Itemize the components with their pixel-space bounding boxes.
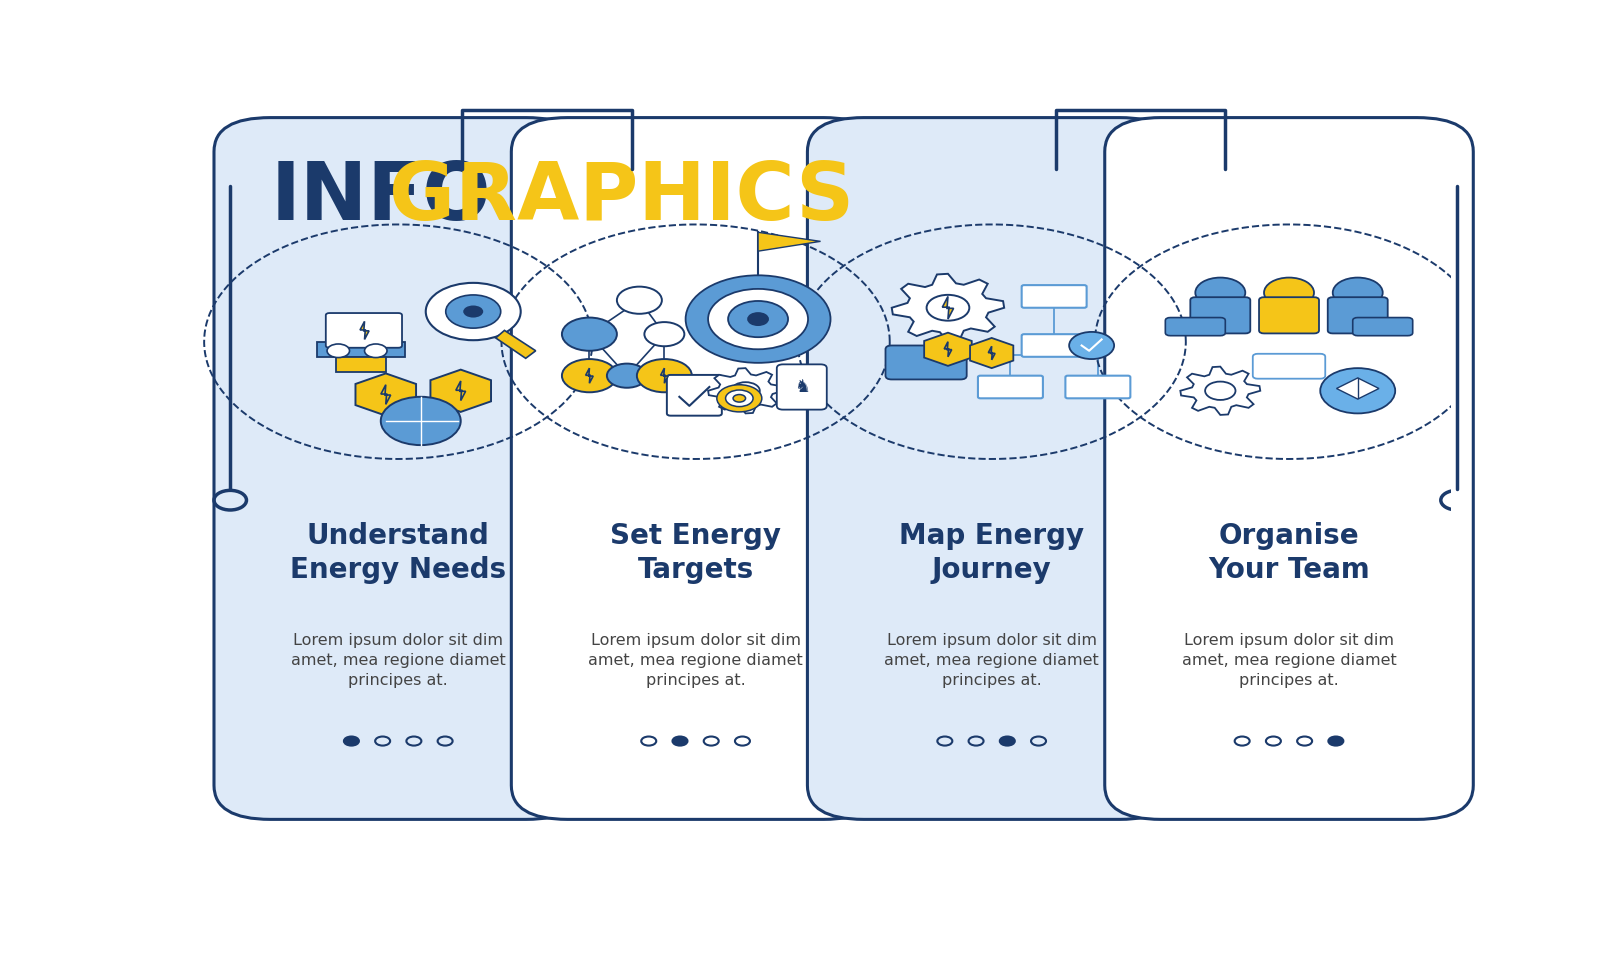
Text: Map Energy
Journey: Map Energy Journey xyxy=(899,522,1085,584)
Polygon shape xyxy=(456,381,466,401)
Text: Understand
Energy Needs: Understand Energy Needs xyxy=(290,522,506,584)
Polygon shape xyxy=(988,346,995,360)
FancyBboxPatch shape xyxy=(1352,318,1412,336)
Polygon shape xyxy=(661,368,667,383)
Circle shape xyxy=(1320,368,1396,414)
FancyBboxPatch shape xyxy=(1190,297,1251,333)
Text: Lorem ipsum dolor sit dim
amet, mea regione diamet
principes at.: Lorem ipsum dolor sit dim amet, mea regi… xyxy=(290,633,506,688)
Circle shape xyxy=(447,295,501,328)
Circle shape xyxy=(685,275,830,363)
FancyBboxPatch shape xyxy=(1104,118,1473,819)
FancyBboxPatch shape xyxy=(885,346,967,379)
FancyBboxPatch shape xyxy=(777,365,827,410)
Polygon shape xyxy=(380,385,390,405)
Polygon shape xyxy=(758,232,821,251)
Circle shape xyxy=(617,286,663,314)
Circle shape xyxy=(1333,277,1383,308)
Circle shape xyxy=(637,359,692,392)
Circle shape xyxy=(1206,381,1235,400)
Circle shape xyxy=(364,344,387,358)
Polygon shape xyxy=(943,296,954,319)
FancyBboxPatch shape xyxy=(1259,297,1319,333)
Polygon shape xyxy=(891,273,1004,342)
Circle shape xyxy=(717,385,762,412)
Circle shape xyxy=(708,289,808,349)
Polygon shape xyxy=(1180,367,1261,415)
FancyBboxPatch shape xyxy=(326,313,401,348)
Circle shape xyxy=(426,283,521,340)
FancyBboxPatch shape xyxy=(978,375,1043,398)
Polygon shape xyxy=(356,373,416,416)
Text: Organise
Your Team: Organise Your Team xyxy=(1207,522,1370,584)
FancyBboxPatch shape xyxy=(214,118,582,819)
Polygon shape xyxy=(318,342,405,357)
Text: INFO: INFO xyxy=(271,159,490,237)
Circle shape xyxy=(927,295,969,320)
Circle shape xyxy=(999,737,1016,746)
Polygon shape xyxy=(430,369,492,412)
FancyBboxPatch shape xyxy=(511,118,880,819)
Polygon shape xyxy=(945,342,951,357)
Circle shape xyxy=(563,318,617,351)
FancyBboxPatch shape xyxy=(808,118,1175,819)
FancyBboxPatch shape xyxy=(1253,354,1325,378)
Circle shape xyxy=(606,364,646,388)
Polygon shape xyxy=(496,330,535,359)
FancyBboxPatch shape xyxy=(1022,285,1086,308)
Circle shape xyxy=(733,395,746,402)
Polygon shape xyxy=(708,368,783,414)
Circle shape xyxy=(672,737,687,746)
Circle shape xyxy=(645,322,685,346)
FancyBboxPatch shape xyxy=(1328,297,1388,333)
Polygon shape xyxy=(359,321,369,339)
Circle shape xyxy=(380,397,461,445)
Text: Set Energy
Targets: Set Energy Targets xyxy=(609,522,782,584)
Polygon shape xyxy=(335,357,385,371)
Text: Lorem ipsum dolor sit dim
amet, mea regione diamet
principes at.: Lorem ipsum dolor sit dim amet, mea regi… xyxy=(885,633,1099,688)
FancyBboxPatch shape xyxy=(1066,375,1130,398)
Polygon shape xyxy=(924,332,972,366)
FancyBboxPatch shape xyxy=(1165,318,1225,336)
Circle shape xyxy=(729,301,788,337)
Circle shape xyxy=(725,390,753,407)
Circle shape xyxy=(343,737,359,746)
Polygon shape xyxy=(585,368,593,383)
Text: GRAPHICS: GRAPHICS xyxy=(388,159,854,237)
Circle shape xyxy=(1069,332,1114,359)
Text: Lorem ipsum dolor sit dim
amet, mea regione diamet
principes at.: Lorem ipsum dolor sit dim amet, mea regi… xyxy=(588,633,803,688)
Circle shape xyxy=(1196,277,1246,308)
Text: Lorem ipsum dolor sit dim
amet, mea regione diamet
principes at.: Lorem ipsum dolor sit dim amet, mea regi… xyxy=(1182,633,1396,688)
Polygon shape xyxy=(1336,378,1378,399)
FancyBboxPatch shape xyxy=(667,375,722,416)
Polygon shape xyxy=(970,338,1014,368)
Circle shape xyxy=(563,359,617,392)
Circle shape xyxy=(1264,277,1314,308)
Text: ♞: ♞ xyxy=(793,378,809,396)
Circle shape xyxy=(463,306,484,318)
Circle shape xyxy=(1328,737,1343,746)
Circle shape xyxy=(327,344,350,358)
Circle shape xyxy=(748,313,767,325)
FancyBboxPatch shape xyxy=(268,220,392,240)
FancyBboxPatch shape xyxy=(1022,334,1086,357)
Circle shape xyxy=(732,382,759,400)
